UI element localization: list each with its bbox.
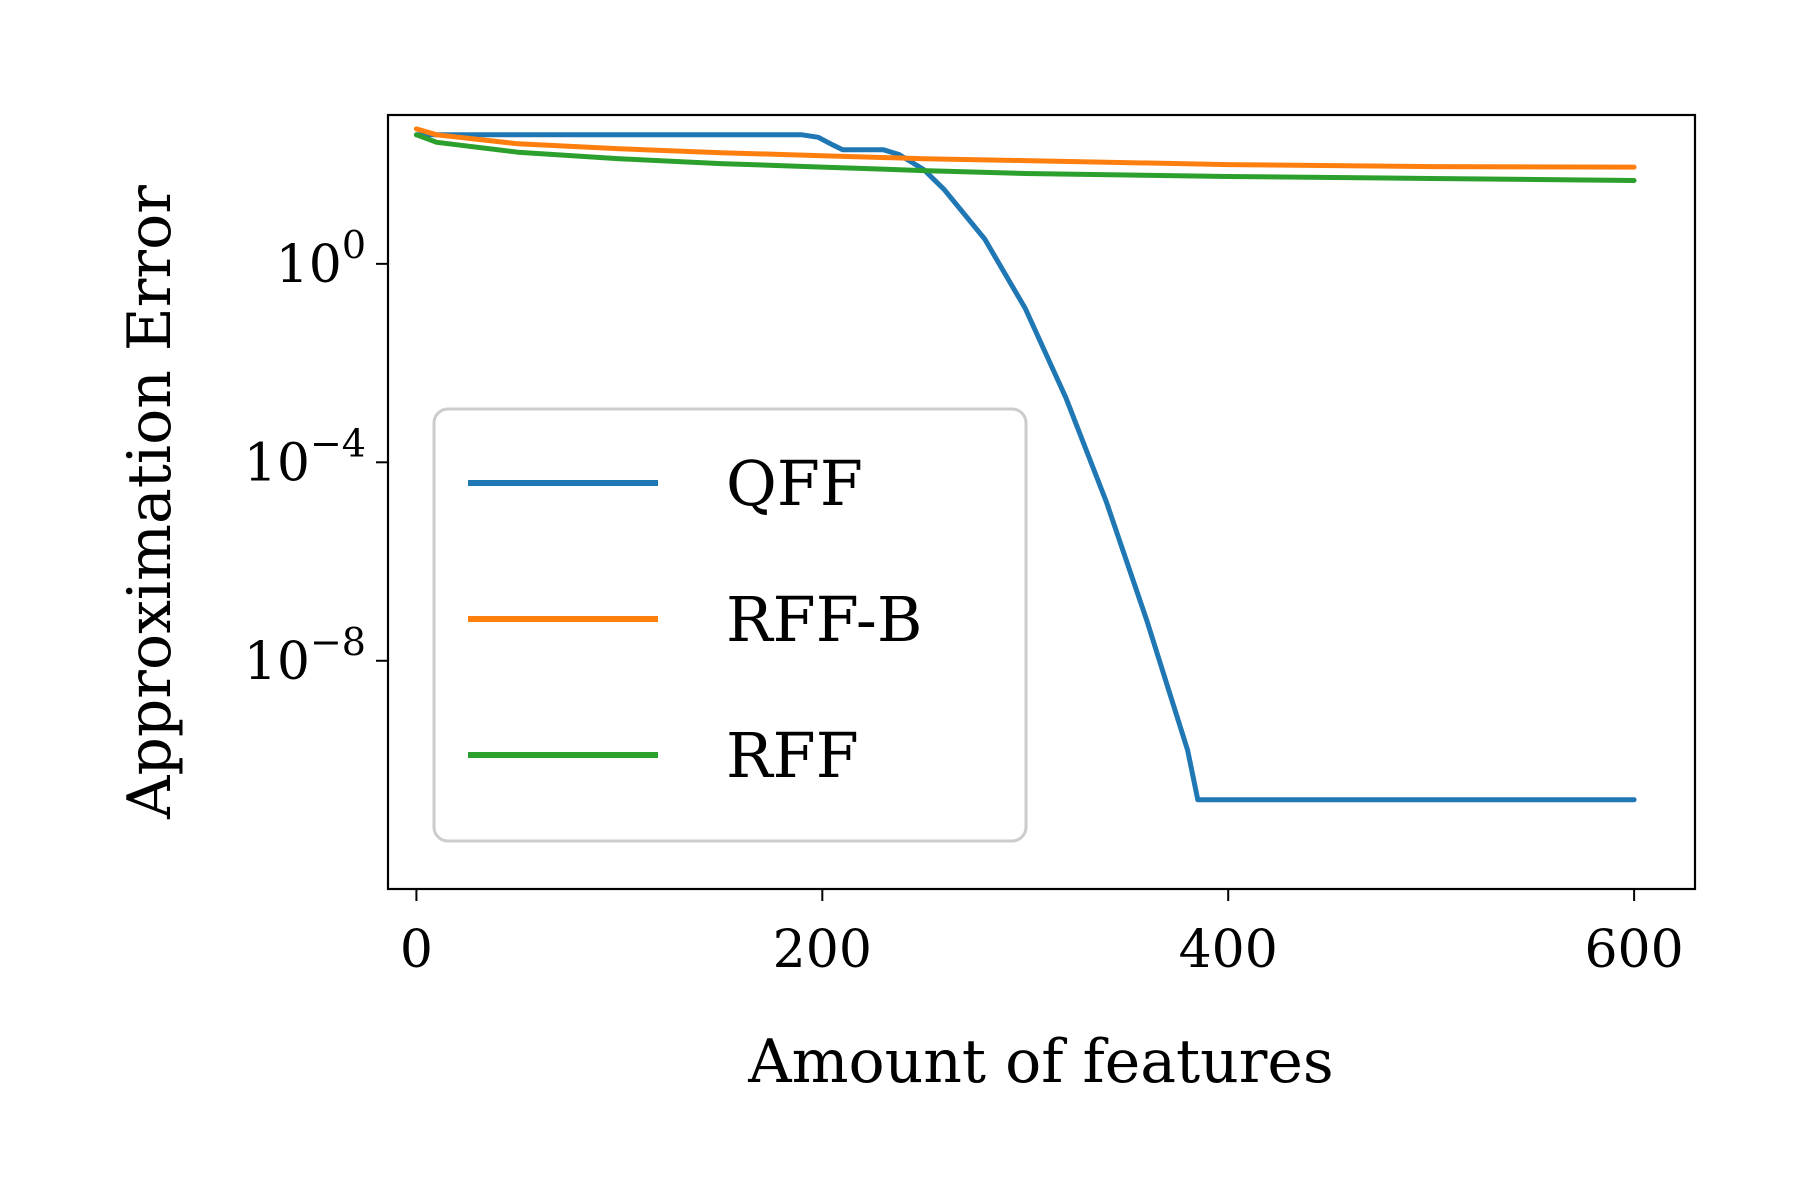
series-layer [413, 126, 1637, 803]
x-tick-label: 600 [1584, 920, 1683, 980]
legend-box [432, 407, 1028, 843]
legend-label-rff: RFF [726, 719, 859, 792]
y-tick-label: 100 [276, 223, 366, 295]
x-tick-label: 400 [1179, 920, 1278, 980]
x-tick-label: 200 [773, 920, 872, 980]
x-axis-label: Amount of features [747, 1027, 1333, 1097]
y-axis-label: Approximation Error [115, 185, 185, 820]
y-tick-label: 10−8 [244, 620, 366, 692]
legend-label-qff: QFF [726, 447, 863, 520]
y-axis: 100 10−4 10−8 [244, 223, 388, 692]
x-tick-label: 0 [400, 920, 433, 980]
x-axis: 0 200 400 600 [400, 889, 1684, 980]
y-tick-label: 10−4 [244, 421, 366, 493]
legend: QFF RFF-B RFF [432, 407, 1028, 843]
series-line-rff [413, 132, 1637, 183]
series-line-rff-b [413, 126, 1637, 170]
legend-label-rff-b: RFF-B [726, 583, 922, 656]
